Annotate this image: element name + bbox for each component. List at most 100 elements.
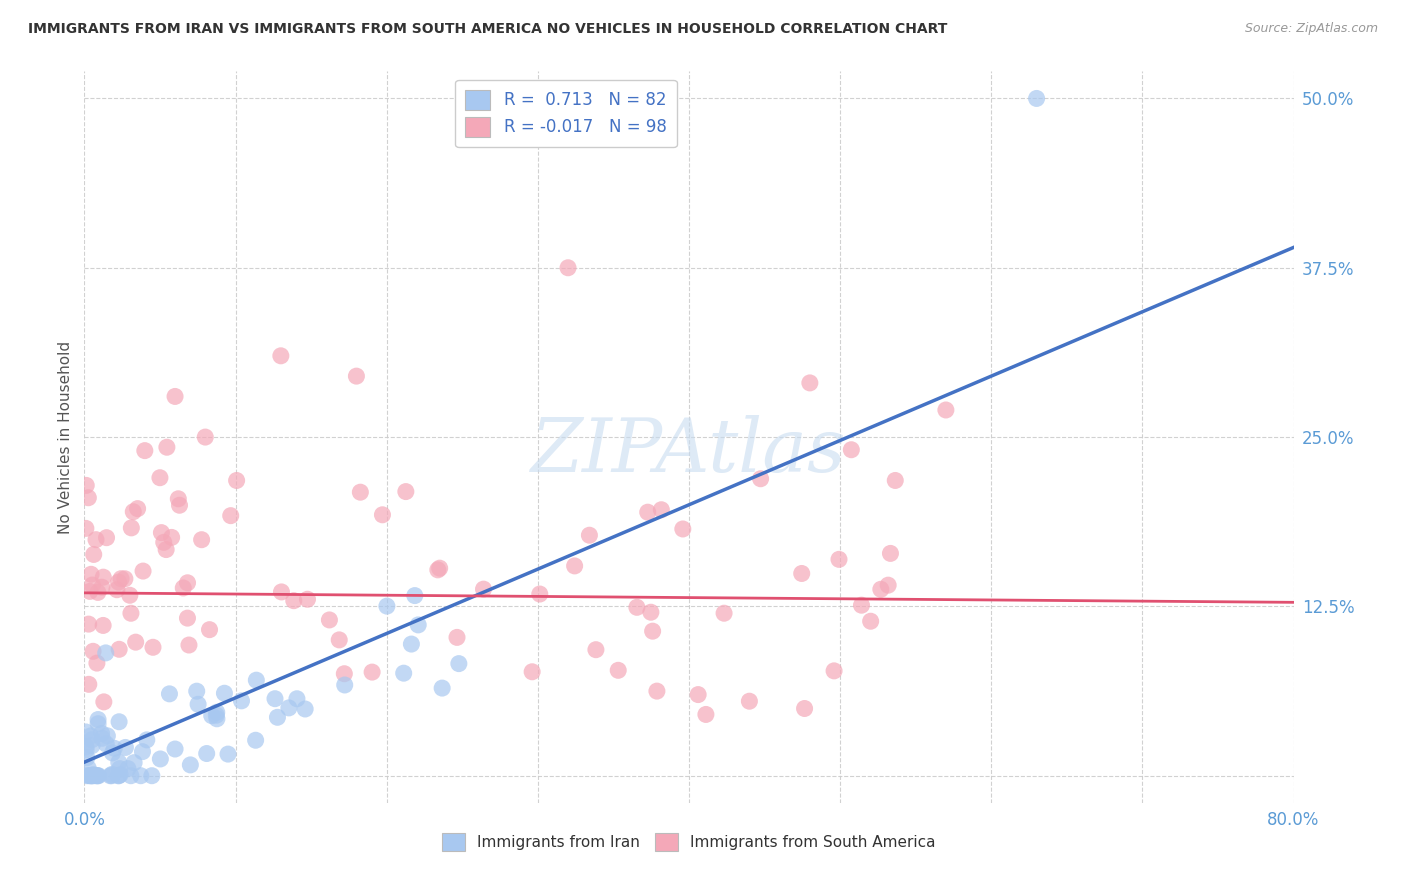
Point: [80, 769, 103, 783]
Point: [169, 498, 191, 512]
Point: [94, 646, 117, 660]
Point: [75, 739, 97, 754]
Point: [79, 768, 101, 782]
Point: [77, 761, 100, 775]
Point: [75, 478, 97, 492]
Point: [100, 769, 122, 783]
Point: [165, 389, 187, 403]
Point: [91, 570, 114, 584]
Point: [361, 665, 384, 679]
Point: [77, 617, 100, 632]
Point: [96, 737, 118, 751]
Point: [77, 677, 100, 691]
Point: [935, 403, 957, 417]
Point: [127, 501, 149, 516]
Point: [429, 561, 451, 575]
Point: [98, 769, 121, 783]
Point: [1025, 91, 1047, 105]
Point: [245, 673, 267, 688]
Point: [645, 684, 668, 698]
Point: [859, 614, 882, 628]
Point: [205, 708, 228, 723]
Point: [91, 731, 114, 746]
Point: [695, 707, 717, 722]
Point: [194, 430, 217, 444]
Point: [401, 637, 423, 651]
Point: [93, 695, 115, 709]
Point: [82, 578, 104, 592]
Point: [108, 768, 131, 782]
Point: [626, 600, 648, 615]
Point: [790, 566, 813, 581]
Point: [650, 502, 672, 516]
Point: [134, 443, 156, 458]
Point: [176, 575, 198, 590]
Point: [80, 567, 103, 582]
Point: [150, 525, 173, 540]
Point: [333, 678, 356, 692]
Point: [107, 769, 129, 783]
Point: [101, 746, 124, 760]
Point: [122, 505, 145, 519]
Point: [231, 694, 253, 708]
Point: [84, 533, 107, 547]
Point: [688, 688, 710, 702]
Point: [117, 762, 139, 776]
Point: [641, 624, 664, 639]
Point: [108, 642, 131, 657]
Point: [637, 505, 659, 519]
Point: [672, 522, 695, 536]
Point: [103, 741, 125, 756]
Point: [76, 750, 98, 764]
Point: [318, 613, 340, 627]
Point: [86, 656, 108, 670]
Point: [155, 542, 177, 557]
Point: [75, 743, 97, 757]
Point: [375, 599, 398, 614]
Point: [879, 546, 901, 560]
Point: [205, 706, 228, 720]
Point: [122, 756, 145, 770]
Point: [285, 691, 308, 706]
Point: [105, 582, 128, 597]
Text: ZIPAtlas: ZIPAtlas: [531, 416, 846, 488]
Point: [87, 769, 110, 783]
Point: [793, 701, 815, 715]
Point: [107, 756, 129, 770]
Point: [447, 657, 470, 671]
Point: [585, 642, 607, 657]
Point: [392, 666, 415, 681]
Point: [79, 584, 101, 599]
Point: [80, 732, 103, 747]
Point: [82, 767, 104, 781]
Point: [120, 521, 142, 535]
Point: [96, 531, 118, 545]
Point: [564, 558, 586, 573]
Point: [80, 769, 103, 783]
Point: [142, 640, 165, 655]
Point: [640, 605, 662, 619]
Point: [149, 471, 172, 485]
Point: [156, 440, 179, 454]
Point: [277, 701, 299, 715]
Point: [557, 260, 579, 275]
Point: [851, 598, 873, 612]
Point: [90, 580, 112, 594]
Point: [118, 588, 141, 602]
Point: [108, 769, 131, 783]
Point: [108, 714, 131, 729]
Point: [75, 521, 97, 535]
Point: [529, 587, 551, 601]
Point: [749, 472, 772, 486]
Point: [266, 710, 288, 724]
Point: [214, 686, 236, 700]
Point: [152, 535, 174, 549]
Point: [201, 708, 224, 723]
Point: [799, 376, 821, 390]
Point: [90, 726, 112, 740]
Point: [430, 681, 453, 695]
Point: [349, 485, 371, 500]
Point: [176, 611, 198, 625]
Point: [87, 716, 110, 731]
Point: [738, 694, 761, 708]
